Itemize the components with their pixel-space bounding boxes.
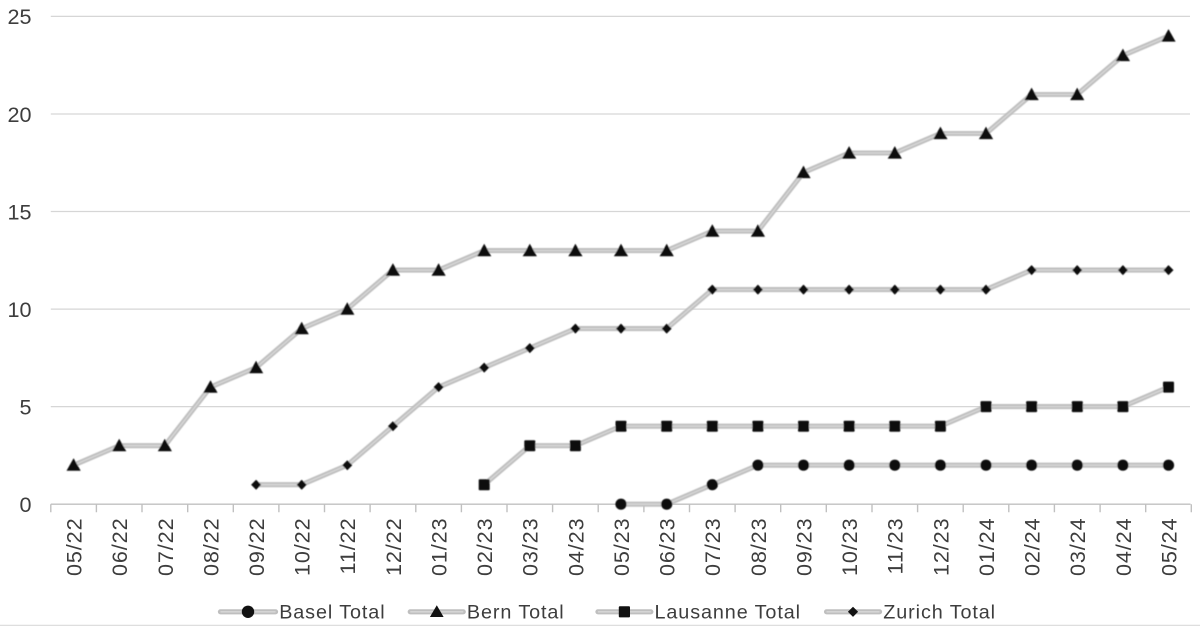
svg-text:07/22: 07/22	[153, 518, 178, 577]
svg-text:Zurich Total: Zurich Total	[883, 602, 996, 624]
svg-text:09/22: 09/22	[244, 518, 269, 577]
svg-text:03/24: 03/24	[1065, 518, 1090, 577]
svg-text:04/23: 04/23	[563, 518, 588, 577]
svg-text:11/22: 11/22	[335, 518, 360, 575]
svg-text:08/22: 08/22	[198, 518, 223, 577]
svg-text:15: 15	[7, 199, 31, 224]
svg-text:Lausanne Total: Lausanne Total	[655, 602, 801, 624]
svg-text:0: 0	[19, 492, 31, 517]
svg-text:01/24: 01/24	[974, 518, 999, 577]
svg-text:05/24: 05/24	[1156, 518, 1181, 577]
svg-text:02/24: 02/24	[1020, 518, 1045, 577]
svg-text:12/23: 12/23	[928, 518, 953, 577]
svg-text:10/22: 10/22	[290, 518, 315, 577]
svg-text:12/22: 12/22	[381, 518, 406, 577]
svg-text:10: 10	[7, 297, 31, 322]
svg-text:01/23: 01/23	[427, 518, 452, 577]
svg-text:04/24: 04/24	[1111, 518, 1136, 577]
svg-text:02/23: 02/23	[472, 518, 497, 577]
svg-text:20: 20	[7, 102, 31, 127]
svg-text:10/23: 10/23	[837, 518, 862, 577]
svg-text:06/22: 06/22	[107, 518, 132, 577]
svg-text:5: 5	[19, 394, 31, 419]
svg-text:09/23: 09/23	[791, 518, 816, 577]
svg-text:08/23: 08/23	[746, 518, 771, 577]
svg-text:Bern Total: Bern Total	[467, 602, 565, 624]
svg-text:05/22: 05/22	[62, 518, 87, 577]
svg-text:25: 25	[7, 4, 31, 29]
svg-text:07/23: 07/23	[700, 518, 725, 577]
svg-text:06/23: 06/23	[655, 518, 680, 577]
svg-text:Basel Total: Basel Total	[279, 602, 385, 624]
svg-text:11/23: 11/23	[883, 518, 908, 575]
svg-text:05/23: 05/23	[609, 518, 634, 577]
svg-text:03/23: 03/23	[518, 518, 543, 577]
